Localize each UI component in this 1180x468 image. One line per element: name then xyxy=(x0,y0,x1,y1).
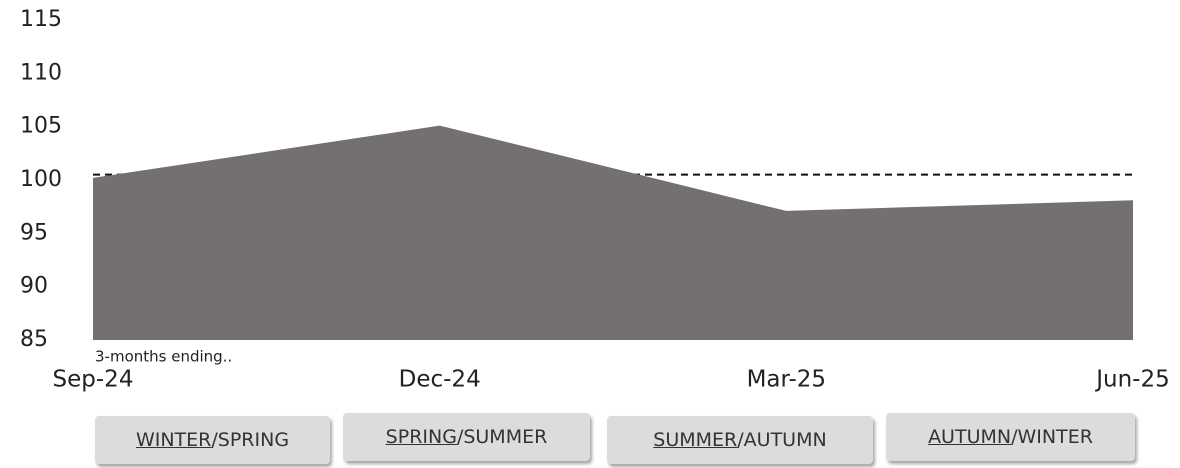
season-button[interactable]: WINTER/SPRING xyxy=(95,416,330,464)
season-button[interactable]: AUTUMN/WINTER xyxy=(886,413,1135,461)
button-underlined: AUTUMN xyxy=(928,426,1012,448)
y-tick-label: 100 xyxy=(20,167,62,192)
annotation: 3-months ending.. xyxy=(95,348,232,366)
button-rest: /AUTUMN xyxy=(737,429,827,451)
x-tick-label: Jun-25 xyxy=(1094,367,1170,393)
season-button[interactable]: SUMMER/AUTUMN xyxy=(607,416,873,464)
button-underlined: WINTER xyxy=(135,429,212,451)
y-tick-label: 95 xyxy=(20,220,48,245)
x-tick-label: Dec-24 xyxy=(399,367,481,393)
chart: Jun-25 Mar-25 Dec-24 Sep-24 115 110 105 100 95 90… xyxy=(20,7,1170,393)
x-tick-label: Sep-24 xyxy=(53,367,134,393)
season-button[interactable]: SPRING/SUMMER xyxy=(343,413,590,461)
button-underlined: SPRING xyxy=(385,426,457,448)
x-tick-label: Mar-25 xyxy=(747,367,827,393)
button-rest: /WINTER xyxy=(1011,426,1093,448)
y-tick-label: 110 xyxy=(20,60,62,85)
button-rest: /SPRING xyxy=(211,429,290,451)
y-tick-label: 90 xyxy=(20,274,48,299)
button-rest: /SUMMER xyxy=(456,426,548,448)
y-tick-label: 105 xyxy=(20,114,62,139)
y-tick-label: 85 xyxy=(20,327,48,352)
y-tick-label: 115 xyxy=(20,7,62,32)
area xyxy=(93,125,1133,340)
button-underlined: SUMMER xyxy=(653,429,738,451)
